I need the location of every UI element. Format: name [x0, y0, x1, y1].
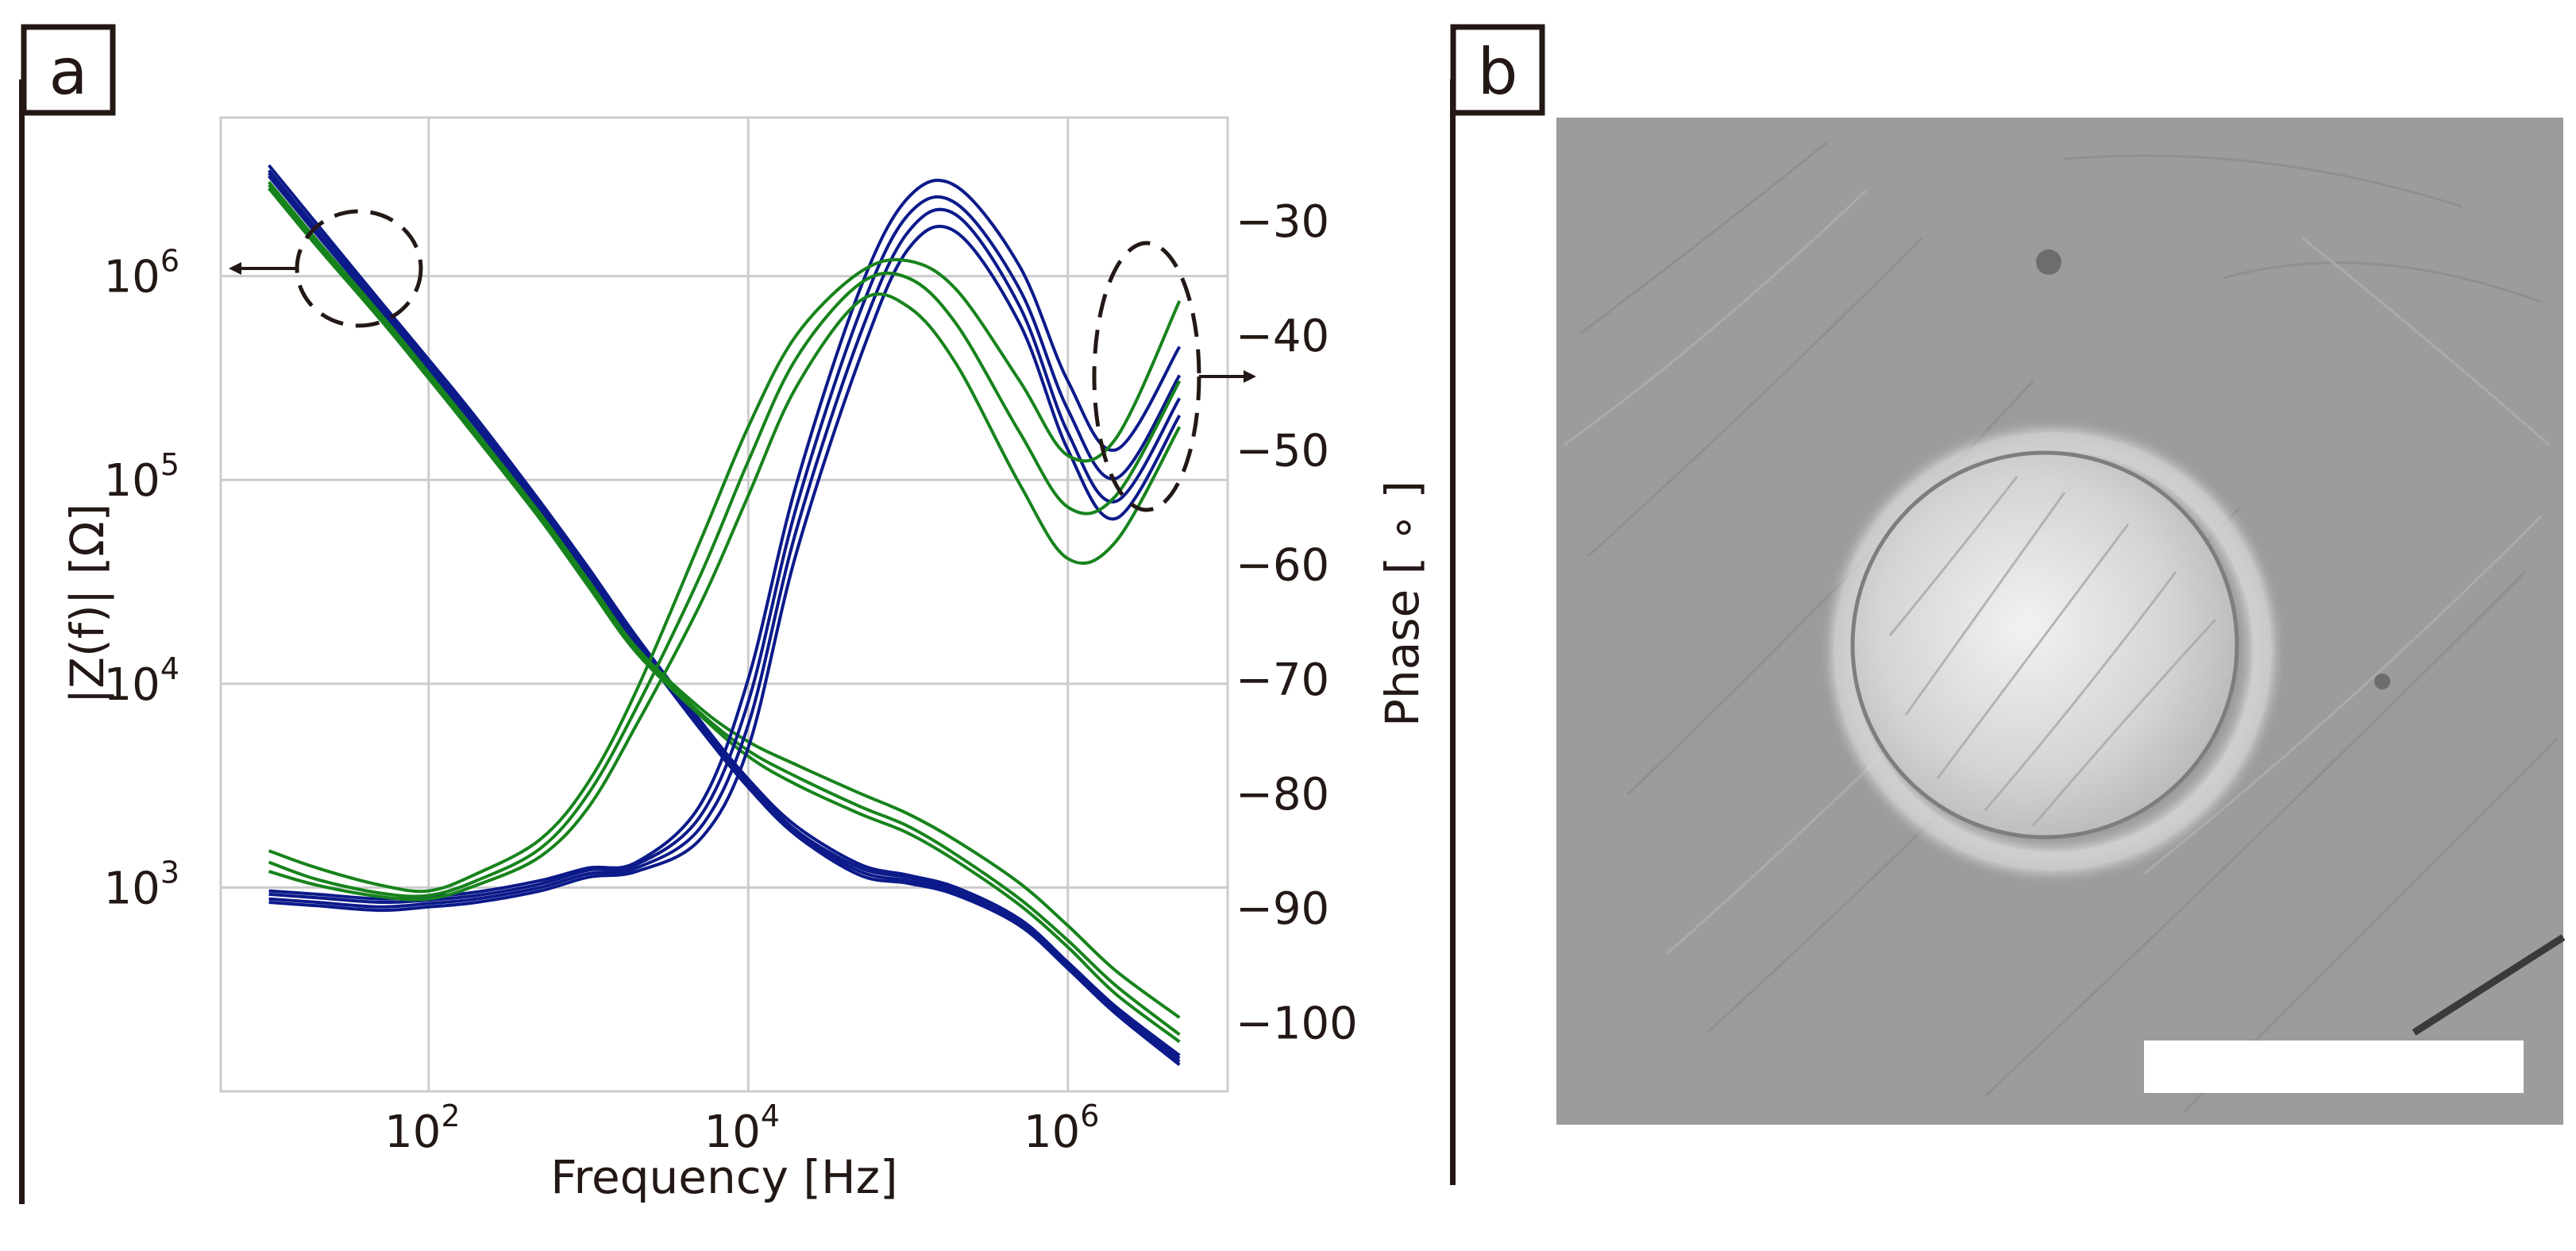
debris-particle	[2036, 249, 2061, 275]
y-left-axis-label: |Z(f)| [Ω]	[60, 504, 114, 705]
y-right-tick-label: −70	[1236, 654, 1329, 706]
cell-micrograph	[1556, 118, 2566, 1125]
series-line-phase-green-3	[268, 292, 1182, 902]
series-layer	[268, 164, 1182, 1067]
debris-particle	[2374, 674, 2390, 689]
series-line-phase-green-2	[268, 271, 1182, 898]
y-right-tick-labels: −30 −40 −50 −60 −70 −80 −90 −100	[1236, 196, 1358, 1050]
y-left-tick-label: 105	[104, 447, 179, 507]
series-line-phase-blue-4	[268, 225, 1182, 913]
y-right-tick-label: −90	[1236, 883, 1329, 935]
arrowhead-left-icon	[229, 262, 241, 275]
series-line-phase-blue-1	[268, 179, 1182, 901]
y-left-tick-label: 103	[104, 855, 179, 914]
x-tick-labels: 102 104 106	[384, 1098, 1099, 1158]
y-right-axis-label: Phase [ ∘ ]	[1375, 481, 1429, 727]
x-tick-label: 102	[384, 1098, 460, 1158]
y-right-tick-label: −30	[1236, 196, 1329, 248]
y-right-tick-label: −40	[1236, 311, 1329, 362]
panel-b-label-box	[1450, 24, 1545, 116]
series-line-phase-blue-2	[268, 195, 1182, 905]
arrowhead-right-icon	[1244, 370, 1256, 383]
plot-frame	[219, 116, 1229, 1093]
series-line--z-green-1	[268, 180, 1181, 1019]
panel-a-label-box	[21, 24, 116, 116]
electrode-cell-texture	[1888, 476, 2217, 827]
y-right-tick-label: −80	[1236, 769, 1329, 820]
impedance-plot: 102 104 106 103 104 105 106 −30 −40 −50 −60 −70 −8…	[60, 116, 1429, 1204]
series-line--z-blue-4	[268, 175, 1181, 1067]
panel-b-rule	[1450, 79, 1456, 1185]
series-line--z-green-2	[268, 183, 1181, 1037]
panel-a-rule	[19, 79, 25, 1204]
series-line-phase-blue-3	[268, 207, 1182, 909]
y-left-tick-label: 104	[104, 651, 179, 711]
y-left-tick-labels: 103 104 105 106	[104, 244, 179, 915]
y-right-tick-label: −60	[1236, 540, 1329, 592]
x-tick-label: 104	[704, 1098, 780, 1158]
panel-a-label: a	[48, 35, 87, 109]
x-tick-label: 106	[1024, 1098, 1099, 1158]
scale-bar	[2144, 1041, 2524, 1093]
series-line-phase-green-1	[268, 257, 1182, 894]
y-right-tick-label: −100	[1236, 998, 1358, 1049]
y-right-tick-label: −50	[1236, 425, 1329, 477]
annotations	[229, 209, 1256, 512]
microwell-electrode	[1850, 450, 2239, 840]
series-line--z-green-3	[268, 187, 1181, 1044]
x-axis-label: Frequency [Hz]	[550, 1150, 897, 1204]
y-left-tick-label: 106	[104, 244, 179, 303]
scratch-mark	[2412, 934, 2566, 1036]
panel-b-label: b	[1478, 35, 1518, 109]
